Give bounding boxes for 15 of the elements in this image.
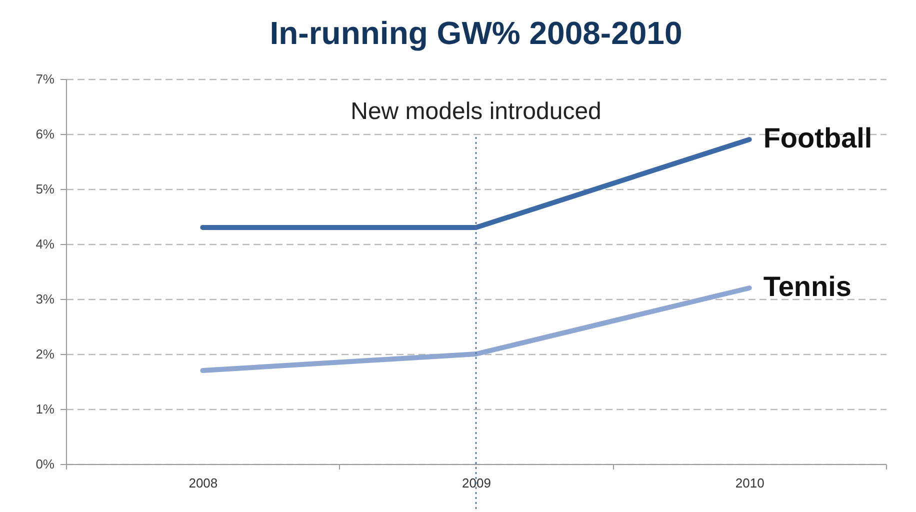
y-tick-label: 0%	[36, 456, 55, 472]
y-tick-label: 4%	[36, 236, 55, 252]
x-tick-label: 2009	[462, 476, 491, 490]
y-tick-label: 3%	[36, 292, 55, 306]
y-tick-label: 5%	[36, 182, 55, 196]
ref-line-label: New models introduced	[350, 98, 602, 125]
y-tick-label: 6%	[36, 126, 55, 142]
x-tick-label: 2008	[188, 476, 218, 490]
series-label: Football	[763, 122, 872, 154]
y-tick-label: 2%	[36, 346, 55, 362]
x-tick-label: 2010	[735, 476, 764, 490]
chart-title: In-running GW% 2008-2010	[270, 15, 682, 51]
series-label: Tennis	[763, 271, 852, 302]
y-tick-label: 1%	[36, 402, 55, 416]
y-tick-label: 7%	[36, 72, 55, 86]
